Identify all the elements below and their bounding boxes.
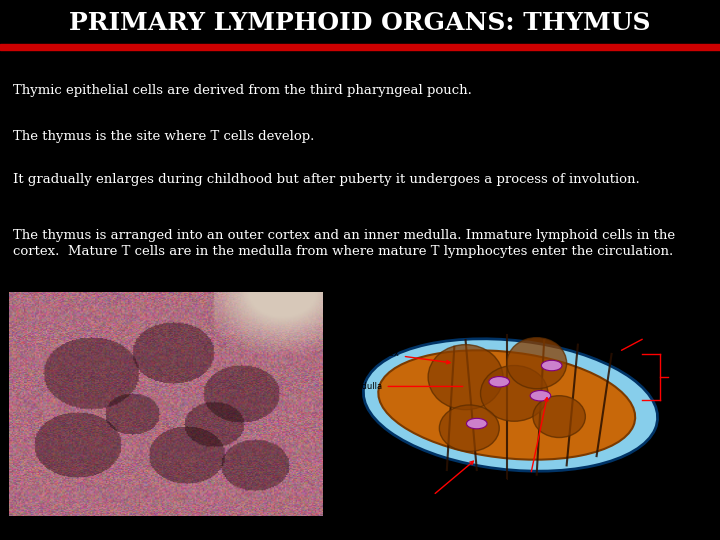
Text: Thymic
lobule: Thymic lobule [667, 367, 698, 387]
Text: Capsule: Capsule [621, 326, 675, 350]
Text: PRIMARY LYMPHOID ORGANS: THYMUS: PRIMARY LYMPHOID ORGANS: THYMUS [69, 11, 651, 35]
Ellipse shape [507, 338, 567, 389]
Ellipse shape [439, 405, 499, 451]
Ellipse shape [378, 350, 635, 460]
Ellipse shape [467, 418, 487, 429]
Bar [0, 44, 720, 50]
Ellipse shape [489, 376, 510, 387]
Text: Interlobular Septum: Interlobular Septum [382, 461, 474, 507]
Ellipse shape [480, 366, 548, 421]
Bar [0, 0, 720, 46]
Text: Thymic epithelial cells are derived from the third pharyngeal pouch.: Thymic epithelial cells are derived from… [13, 84, 472, 97]
Text: The thymus is the site where T cells develop.: The thymus is the site where T cells dev… [13, 130, 315, 143]
Text: Cortex: Cortex [372, 349, 450, 364]
Text: Medulla: Medulla [349, 382, 463, 391]
Ellipse shape [530, 390, 551, 401]
Text: It gradually enlarges during childhood but after puberty it undergoes a process : It gradually enlarges during childhood b… [13, 173, 639, 186]
Ellipse shape [533, 396, 585, 437]
Ellipse shape [541, 360, 562, 371]
Text: Thymic Corpuscle: Thymic Corpuscle [492, 397, 567, 486]
Ellipse shape [428, 345, 503, 410]
Ellipse shape [364, 339, 657, 471]
Text: The thymus is arranged into an outer cortex and an inner medulla. Immature lymph: The thymus is arranged into an outer cor… [13, 230, 675, 258]
